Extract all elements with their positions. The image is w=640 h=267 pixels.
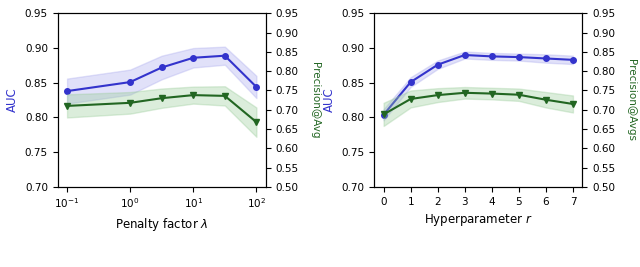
Y-axis label: Precision@Avg: Precision@Avg [310,62,320,138]
X-axis label: Penalty factor $\lambda$: Penalty factor $\lambda$ [115,216,209,233]
Y-axis label: AUC: AUC [323,88,336,112]
Y-axis label: AUC: AUC [6,88,19,112]
X-axis label: Hyperparameter $r$: Hyperparameter $r$ [424,212,532,228]
Y-axis label: Precision@Avgs: Precision@Avgs [627,59,636,141]
